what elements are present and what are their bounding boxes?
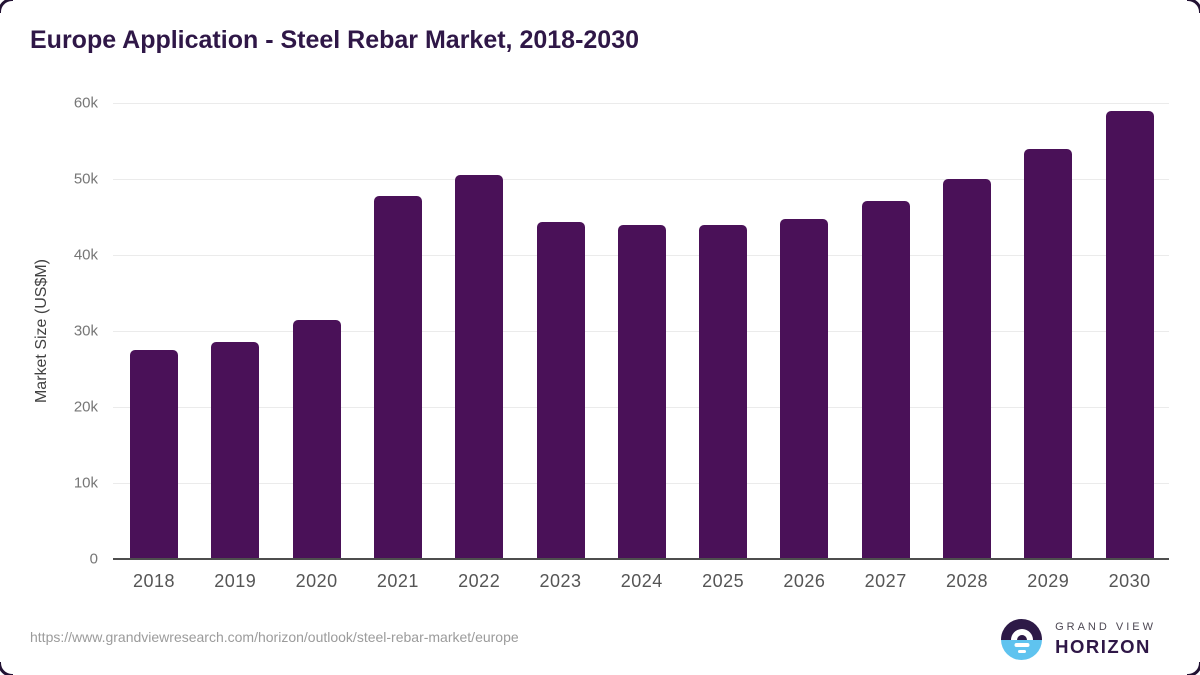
x-tick-label-2020: 2020 (295, 571, 338, 591)
x-tick-label-2024: 2024 (620, 571, 663, 591)
y-tick-label: 30k (73, 322, 98, 340)
x-tick-label-2027: 2027 (864, 571, 907, 591)
bar-2018[interactable] (130, 350, 178, 559)
bar-2024[interactable] (617, 225, 666, 559)
x-axis-line (113, 558, 1169, 560)
card-corner-border (0, 662, 13, 675)
source-url: https://www.grandviewresearch.com/horizo… (30, 629, 519, 645)
y-tick-label: 10k (73, 474, 98, 492)
x-tick-label-2021: 2021 (376, 571, 419, 591)
bar-2020[interactable] (292, 319, 341, 559)
x-tick-label-2023: 2023 (539, 571, 582, 591)
bar-2021[interactable] (373, 196, 422, 559)
bar-2029[interactable] (1024, 148, 1073, 559)
bar-2025[interactable] (699, 224, 748, 559)
y-tick-label: 0 (89, 550, 98, 568)
card-corner-border (0, 0, 13, 13)
y-tick-label: 40k (73, 246, 98, 264)
bar-2027[interactable] (861, 201, 910, 559)
gridline-60k (113, 102, 1169, 104)
sunrise-logo-icon (1001, 619, 1043, 660)
bar-2030[interactable] (1105, 111, 1154, 559)
logo-text-grand-view: GRAND VIEW (1055, 621, 1156, 633)
chart-title: Europe Application - Steel Rebar Market,… (30, 26, 640, 54)
x-tick-label-2022: 2022 (458, 571, 501, 591)
bar-2028[interactable] (943, 179, 991, 559)
y-tick-label: 20k (73, 398, 98, 416)
y-tick-label: 60k (73, 94, 98, 112)
bar-2023[interactable] (536, 221, 585, 559)
x-tick-label-2025: 2025 (702, 571, 745, 591)
x-tick-label-2018: 2018 (132, 571, 176, 591)
x-tick-label-2028: 2028 (945, 571, 989, 591)
x-tick-label-2030: 2030 (1108, 571, 1151, 591)
y-tick-label: 50k (73, 170, 98, 188)
grand-view-horizon-logo: GRAND VIEW HORIZON (1001, 619, 1156, 660)
gridline-50k (113, 178, 1169, 180)
bar-2026[interactable] (780, 219, 829, 559)
card-corner-border (1187, 0, 1200, 13)
x-tick-label-2029: 2029 (1027, 571, 1070, 591)
bar-2022[interactable] (455, 175, 504, 559)
bar-2019[interactable] (211, 342, 260, 559)
card-corner-border (1187, 662, 1200, 675)
x-tick-label-2019: 2019 (214, 571, 257, 591)
logo-text-horizon: HORIZON (1055, 636, 1151, 657)
x-tick-label-2026: 2026 (783, 571, 826, 591)
